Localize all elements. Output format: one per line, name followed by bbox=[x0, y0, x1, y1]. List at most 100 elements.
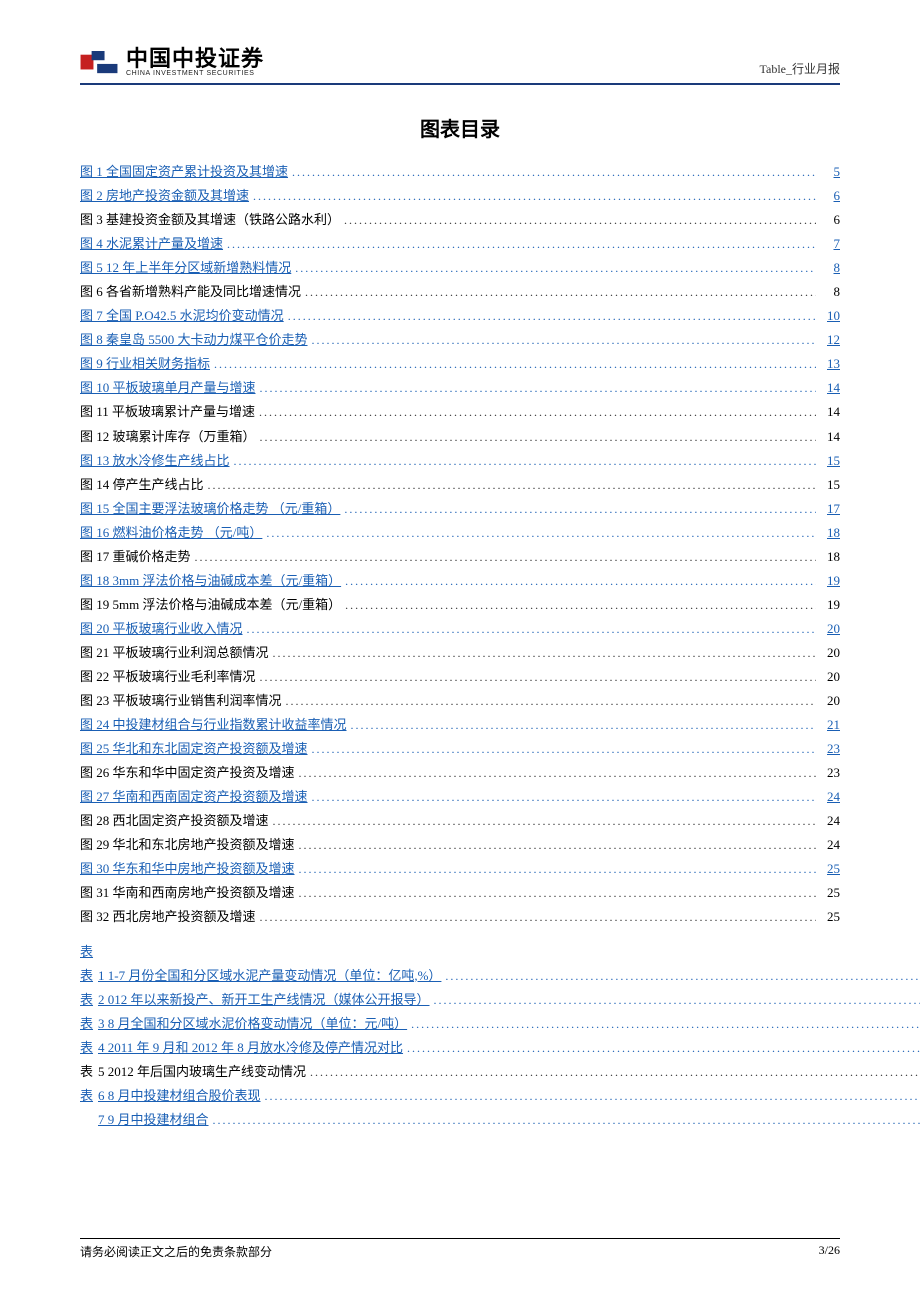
toc-figure-entry[interactable]: 图 25 华北和东北固定资产投资额及增速23 bbox=[80, 737, 840, 761]
toc-table-row: 7 9 月中投建材组合22 bbox=[80, 1108, 840, 1132]
toc-leader-dots bbox=[266, 521, 816, 545]
toc-leader-dots bbox=[344, 208, 816, 232]
toc-figure-entry: 图 17 重碱价格走势18 bbox=[80, 545, 840, 569]
toc-figure-entry: 图 28 西北固定资产投资额及增速24 bbox=[80, 809, 840, 833]
toc-figure-entry: 图 3 基建投资金额及其增速（铁路公路水利） 6 bbox=[80, 208, 840, 232]
toc-leader-dots bbox=[260, 376, 816, 400]
toc-title: 图表目录 bbox=[80, 113, 840, 142]
toc-entry-label: 图 21 平板玻璃行业利润总额情况 bbox=[80, 641, 269, 665]
toc-entry-label: 6 8 月中投建材组合股价表现 bbox=[98, 1084, 261, 1108]
toc-leader-dots bbox=[208, 473, 816, 497]
toc-entry-label: 图 6 各省新增熟料产能及同比增速情况 bbox=[80, 280, 301, 304]
toc-entry-page: 23 bbox=[820, 737, 840, 761]
toc-entry-page: 19 bbox=[820, 569, 840, 593]
header-right-text: Table_行业月报 bbox=[760, 60, 840, 77]
toc-entry-label: 图 23 平板玻璃行业销售利润率情况 bbox=[80, 689, 282, 713]
toc-leader-dots bbox=[345, 593, 816, 617]
toc-figure-entry[interactable]: 图 15 全国主要浮法玻璃价格走势 （元/重箱）17 bbox=[80, 497, 840, 521]
toc-entry-label: 图 28 西北固定资产投资额及增速 bbox=[80, 809, 269, 833]
toc-entry-page: 18 bbox=[820, 545, 840, 569]
toc-figure-entry: 图 22 平板玻璃行业毛利率情况20 bbox=[80, 665, 840, 689]
footer-page-number: 3/26 bbox=[819, 1243, 840, 1260]
toc-entry-page: 14 bbox=[820, 425, 840, 449]
toc-figure-entry: 图 6 各省新增熟料产能及同比增速情况8 bbox=[80, 280, 840, 304]
toc-entry-label: 图 3 基建投资金额及其增速（铁路公路水利） bbox=[80, 208, 340, 232]
toc-figure-entry[interactable]: 图 10 平板玻璃单月产量与增速14 bbox=[80, 376, 840, 400]
toc-figure-entry[interactable]: 图 18 3mm 浮法价格与油碱成本差（元/重箱）19 bbox=[80, 569, 840, 593]
toc-entry-page: 6 bbox=[820, 208, 840, 232]
toc-leader-dots bbox=[312, 737, 816, 761]
toc-figure-entry[interactable]: 图 7 全国 P.O42.5 水泥均价变动情况10 bbox=[80, 304, 840, 328]
footer-disclaimer: 请务必阅读正文之后的免责条款部分 bbox=[80, 1243, 272, 1260]
toc-entry-page: 25 bbox=[820, 857, 840, 881]
toc-table-row: 表3 8 月全国和分区域水泥价格变动情况（单位：元/吨）11 bbox=[80, 1012, 840, 1036]
toc-entry-page: 24 bbox=[820, 833, 840, 857]
toc-leader-dots bbox=[434, 988, 920, 1012]
toc-table-entry[interactable]: 4 2011 年 9 月和 2012 年 8 月放水冷修及停产情况对比15 bbox=[98, 1036, 920, 1060]
toc-figure-entry[interactable]: 图 5 12 年上半年分区域新增熟料情况8 bbox=[80, 256, 840, 280]
toc-table-entry[interactable]: 3 8 月全国和分区域水泥价格变动情况（单位：元/吨）11 bbox=[98, 1012, 920, 1036]
toc-entry-page: 19 bbox=[820, 593, 840, 617]
toc-figure-entry: 图 29 华北和东北房地产投资额及增速 24 bbox=[80, 833, 840, 857]
toc-table-entry[interactable]: 2 012 年以来新投产、新开工生产线情况（媒体公开报导）9 bbox=[98, 988, 920, 1012]
toc-entry-label: 图 32 西北房地产投资额及增速 bbox=[80, 905, 256, 929]
toc-entry-label: 图 24 中投建材组合与行业指数累计收益率情况 bbox=[80, 713, 347, 737]
logo-cn: 中国中投证券 bbox=[126, 48, 264, 70]
toc-leader-dots bbox=[292, 160, 816, 184]
toc-entry-page: 20 bbox=[820, 617, 840, 641]
toc-entry-label: 图 2 房地产投资金额及其增速 bbox=[80, 184, 249, 208]
toc-figure-entry: 图 23 平板玻璃行业销售利润率情况20 bbox=[80, 689, 840, 713]
toc-table-entry[interactable]: 7 9 月中投建材组合22 bbox=[98, 1108, 920, 1132]
toc-figure-entry[interactable]: 图 9 行业相关财务指标 13 bbox=[80, 352, 840, 376]
toc-entry-label: 图 8 秦皇岛 5500 大卡动力煤平仓价走势 bbox=[80, 328, 308, 352]
toc-table-entry[interactable]: 6 8 月中投建材组合股价表现21 bbox=[98, 1084, 920, 1108]
table-prefix: 表 bbox=[80, 1084, 98, 1108]
toc-leader-dots bbox=[273, 641, 816, 665]
toc-entry-label: 图 29 华北和东北房地产投资额及增速 bbox=[80, 833, 295, 857]
toc-entry-label: 图 19 5mm 浮法价格与油碱成本差（元/重箱） bbox=[80, 593, 341, 617]
toc-entry-page: 24 bbox=[820, 785, 840, 809]
page: 中国中投证券 CHINA INVESTMENT SECURITIES Table… bbox=[0, 0, 920, 1300]
toc-figure-entry: 图 19 5mm 浮法价格与油碱成本差（元/重箱） 19 bbox=[80, 593, 840, 617]
logo: 中国中投证券 CHINA INVESTMENT SECURITIES bbox=[80, 48, 264, 77]
toc-entry-label: 图 11 平板玻璃累计产量与增速 bbox=[80, 400, 255, 424]
logo-text: 中国中投证券 CHINA INVESTMENT SECURITIES bbox=[126, 48, 264, 77]
toc-figure-entry[interactable]: 图 2 房地产投资金额及其增速 6 bbox=[80, 184, 840, 208]
toc-entry-page: 6 bbox=[820, 184, 840, 208]
toc-figure-entry: 图 11 平板玻璃累计产量与增速14 bbox=[80, 400, 840, 424]
toc-leader-dots bbox=[253, 184, 816, 208]
toc-entry-label: 图 13 放水冷修生产线占比 bbox=[80, 449, 230, 473]
toc-figure-entry[interactable]: 图 20 平板玻璃行业收入情况20 bbox=[80, 617, 840, 641]
toc-figure-entry[interactable]: 图 24 中投建材组合与行业指数累计收益率情况21 bbox=[80, 713, 840, 737]
toc-figure-entry[interactable]: 图 8 秦皇岛 5500 大卡动力煤平仓价走势12 bbox=[80, 328, 840, 352]
toc-leader-dots bbox=[227, 232, 816, 256]
toc-leader-dots bbox=[234, 449, 816, 473]
toc-leader-dots bbox=[288, 304, 816, 328]
toc-leader-dots bbox=[299, 761, 816, 785]
toc-figure-entry[interactable]: 图 1 全国固定资产累计投资及其增速5 bbox=[80, 160, 840, 184]
toc-figure-entry: 图 14 停产生产线占比15 bbox=[80, 473, 840, 497]
toc-figure-entry: 图 32 西北房地产投资额及增速25 bbox=[80, 905, 840, 929]
toc-figure-entry[interactable]: 图 27 华南和西南固定资产投资额及增速24 bbox=[80, 785, 840, 809]
toc-entry-label: 7 9 月中投建材组合 bbox=[98, 1108, 209, 1132]
toc-entry-label: 图 15 全国主要浮法玻璃价格走势 （元/重箱） bbox=[80, 497, 340, 521]
toc-figure-entry[interactable]: 图 30 华东和华中房地产投资额及增速25 bbox=[80, 857, 840, 881]
table-prefix: 表 bbox=[80, 988, 98, 1012]
toc-figure-entry[interactable]: 图 4 水泥累计产量及增速7 bbox=[80, 232, 840, 256]
toc-entry-page: 13 bbox=[820, 352, 840, 376]
toc-table-entry[interactable]: 1 1-7 月份全国和分区域水泥产量变动情况（单位：亿吨,%）7 bbox=[98, 964, 920, 988]
toc-entry-label: 图 4 水泥累计产量及增速 bbox=[80, 232, 223, 256]
toc-leader-dots bbox=[305, 280, 816, 304]
toc-leader-dots bbox=[195, 545, 816, 569]
toc-leader-dots bbox=[312, 785, 816, 809]
toc-entry-label: 图 12 玻璃累计库存（万重箱） bbox=[80, 425, 256, 449]
tables-toc: 表表1 1-7 月份全国和分区域水泥产量变动情况（单位：亿吨,%）7表2 012… bbox=[80, 940, 840, 1132]
toc-leader-dots bbox=[299, 881, 816, 905]
toc-figure-entry[interactable]: 图 13 放水冷修生产线占比15 bbox=[80, 449, 840, 473]
toc-leader-dots bbox=[411, 1012, 920, 1036]
table-prefix: 表 bbox=[80, 1012, 98, 1036]
toc-entry-label: 图 14 停产生产线占比 bbox=[80, 473, 204, 497]
toc-entry-label: 图 9 行业相关财务指标 bbox=[80, 352, 210, 376]
toc-entry-label: 图 26 华东和华中固定资产投资及增速 bbox=[80, 761, 295, 785]
toc-figure-entry[interactable]: 图 16 燃料油价格走势 （元/吨）18 bbox=[80, 521, 840, 545]
